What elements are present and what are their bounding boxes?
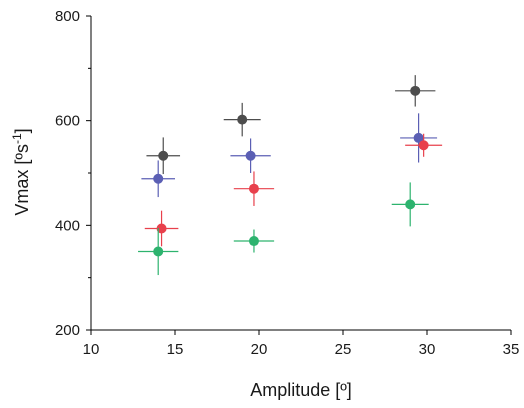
data-point	[146, 137, 180, 174]
data-point	[138, 228, 178, 275]
y-tick-label: 200	[55, 322, 80, 339]
data-point-marker	[419, 140, 429, 150]
y-axis-label-main: Vmax [ºs	[12, 144, 32, 216]
y-tick-label: 800	[55, 8, 80, 25]
x-tick-label: 15	[167, 341, 184, 358]
data-point-marker	[153, 247, 163, 257]
data-point-marker	[410, 86, 420, 96]
y-tick-label: 600	[55, 113, 80, 130]
data-point	[392, 182, 429, 226]
data-point-marker	[237, 115, 247, 125]
data-point-marker	[246, 151, 256, 161]
x-tick-label: 30	[419, 341, 436, 358]
data-point-marker	[249, 184, 259, 194]
x-tick-label: 35	[503, 341, 520, 358]
data-point-marker	[249, 236, 259, 246]
data-point	[141, 160, 175, 197]
data-point	[145, 211, 179, 247]
x-axis-ticks: 10 15 20 25 30 35	[83, 330, 520, 358]
y-tick-label: 400	[55, 217, 80, 234]
x-tick-label: 20	[251, 341, 268, 358]
data-point	[395, 75, 435, 106]
data-point	[400, 113, 437, 162]
x-tick-label: 10	[83, 341, 100, 358]
x-tick-label: 25	[335, 341, 352, 358]
y-axis-label-end: ]	[12, 128, 32, 133]
data-series-2	[141, 113, 437, 197]
y-axis-label: Vmax [ºs-1]	[10, 128, 32, 215]
data-point-marker	[153, 174, 163, 184]
data-point-marker	[405, 199, 415, 209]
data-point	[405, 134, 442, 157]
data-point-marker	[158, 151, 168, 161]
data-series-1	[146, 75, 435, 174]
data-point	[230, 138, 270, 173]
data-point	[234, 171, 274, 206]
data-series-3	[145, 134, 442, 247]
data-point	[224, 103, 261, 136]
axes	[91, 16, 511, 330]
y-axis-label-superscript: -1	[10, 133, 24, 144]
data-point	[234, 230, 274, 253]
data-series-4	[138, 182, 429, 275]
data-points	[138, 75, 442, 275]
x-axis-label: Amplitude [º]	[250, 380, 352, 400]
y-axis-ticks: 200 400 600 800	[55, 8, 91, 339]
